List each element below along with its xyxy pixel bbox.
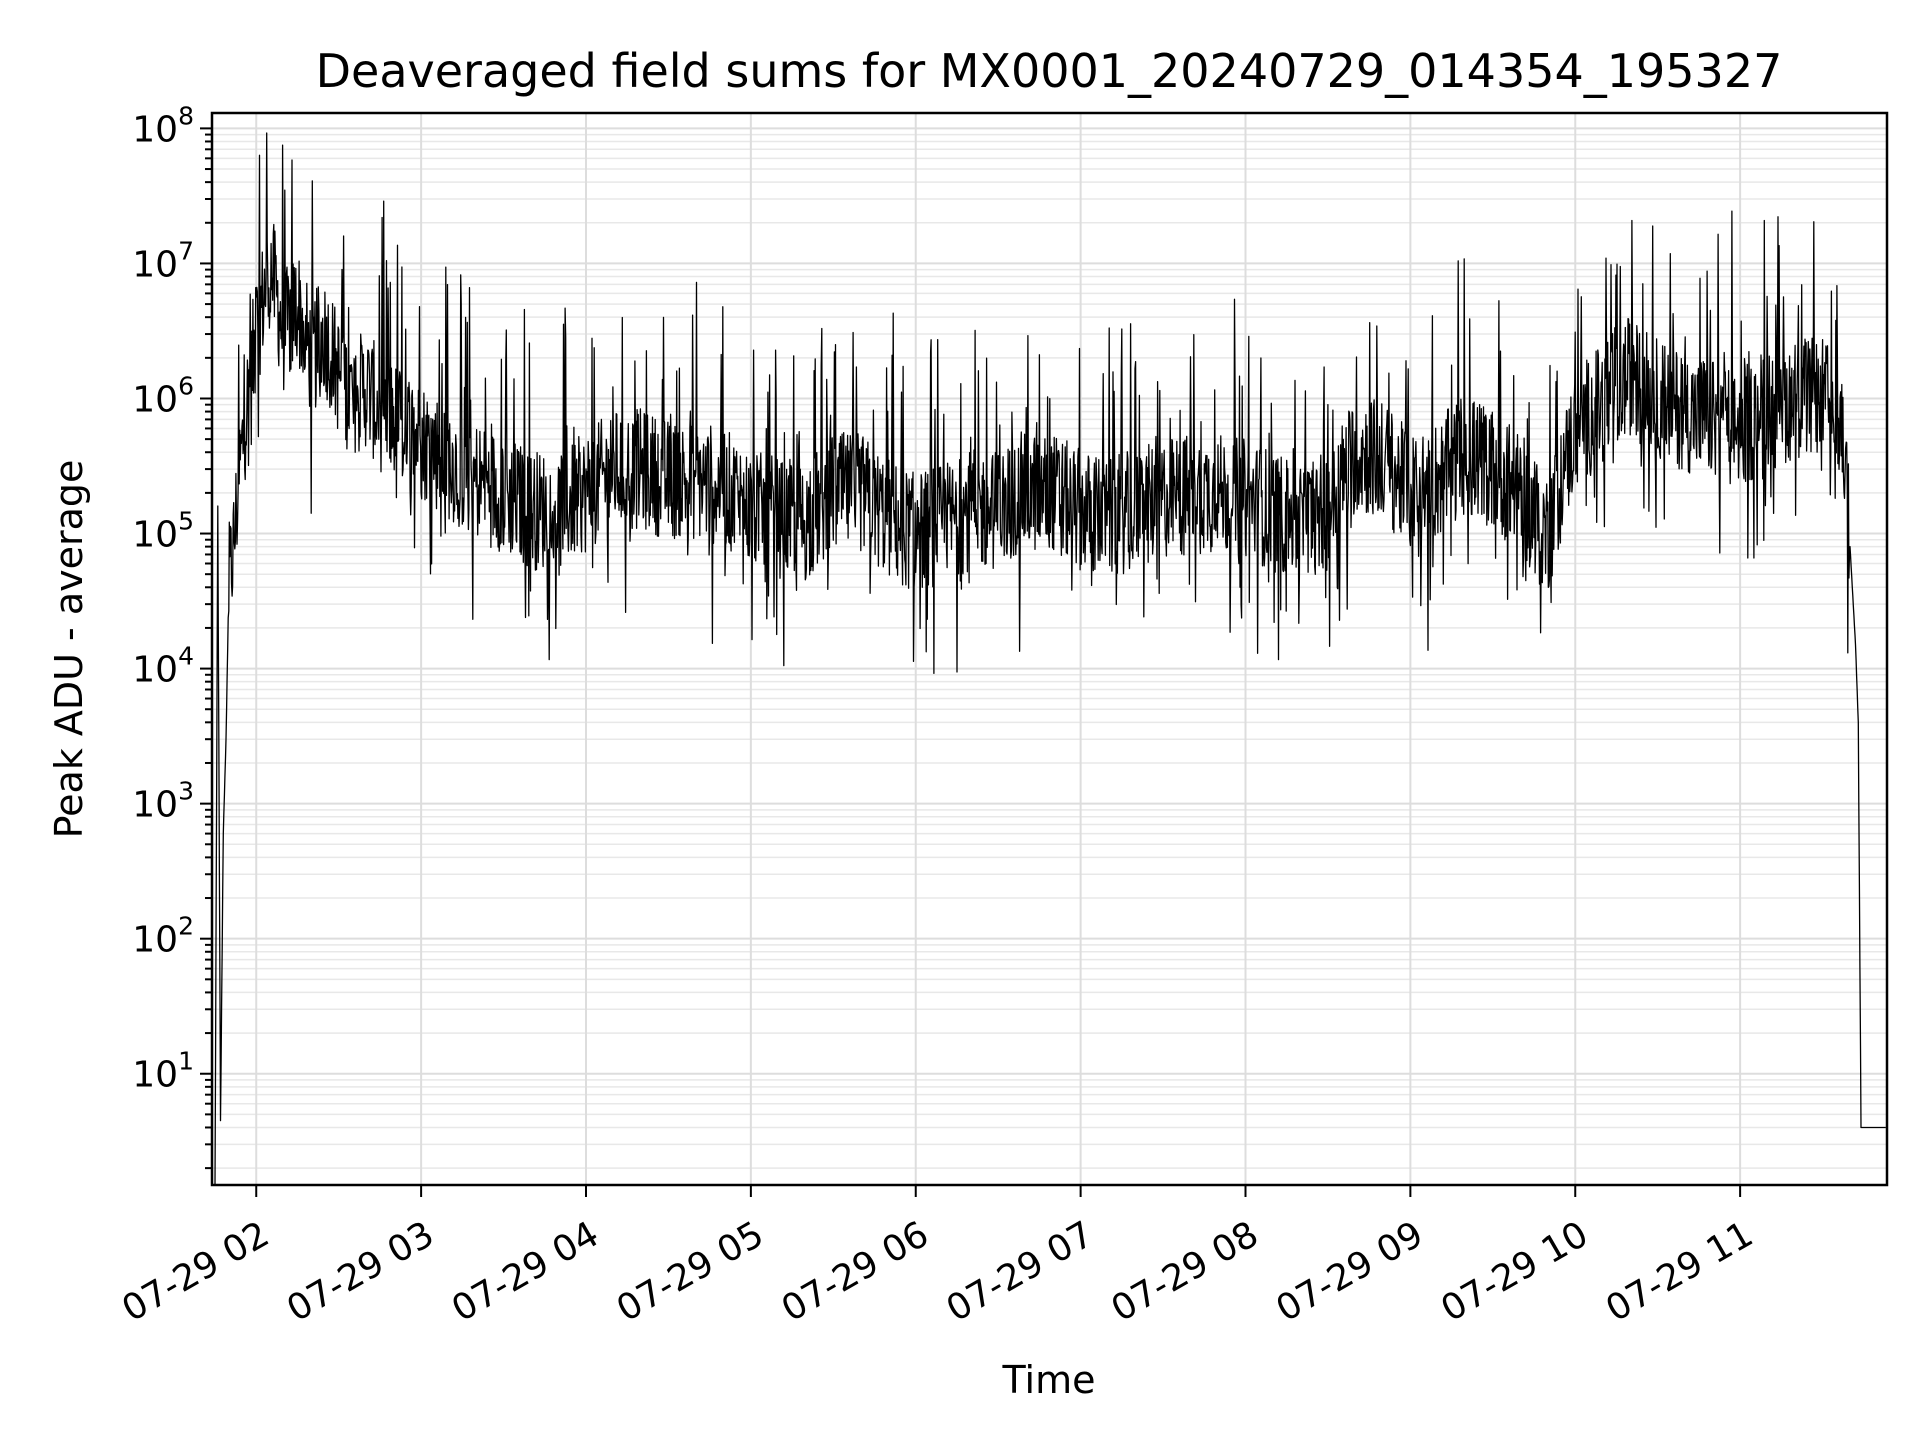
chart-title: Deaveraged field sums for MX0001_2024072…	[316, 44, 1783, 98]
y-tick-exponent: 6	[178, 371, 194, 400]
grid	[212, 113, 1887, 1185]
y-tick-exponent: 2	[178, 912, 194, 941]
y-tick-label: 108	[132, 101, 194, 150]
y-axis-label: Peak ADU - average	[47, 460, 91, 839]
y-tick-exponent: 7	[178, 236, 194, 265]
y-tick-label: 103	[132, 777, 194, 826]
series-line	[214, 132, 1886, 1185]
y-tick-exponent: 5	[178, 507, 194, 536]
x-axis-label: Time	[1002, 1358, 1096, 1402]
plot-frame	[210, 111, 1889, 1187]
y-tick-label: 105	[132, 507, 194, 556]
y-tick-exponent: 3	[178, 777, 194, 806]
y-tick-exponent: 1	[178, 1047, 194, 1076]
y-tick-exponent: 4	[178, 642, 194, 671]
y-tick-exponent: 8	[178, 101, 194, 130]
